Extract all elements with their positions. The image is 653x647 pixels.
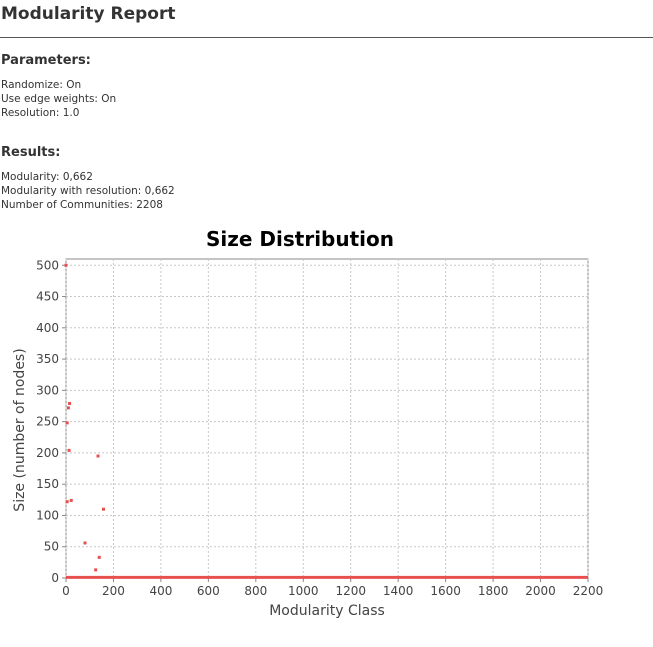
x-axis-ticks: 0 200 400 600 800 1000 1200 1400 1600 1800 2000 220…: [62, 578, 603, 598]
y-tick-label: 200: [36, 446, 59, 460]
x-axis-label: Modularity Class: [269, 603, 385, 619]
y-axis-ticks: 0 50 100 150 200 250 300 350 400 450 500: [36, 258, 66, 585]
plot-area: [65, 258, 589, 579]
data-point: [65, 421, 69, 425]
x-tick-label: 1800: [478, 584, 509, 598]
x-tick-label: 1600: [430, 584, 461, 598]
y-axis-label: Size (number of nodes): [12, 348, 28, 511]
data-point: [83, 541, 87, 545]
title-divider: [0, 37, 653, 38]
x-tick-label: 2200: [573, 584, 604, 598]
data-point: [69, 498, 73, 502]
x-tick-label: 200: [102, 584, 125, 598]
x-tick-label: 0: [62, 584, 70, 598]
data-point: [65, 500, 69, 504]
x-tick-label: 1200: [335, 584, 366, 598]
y-tick-label: 0: [51, 571, 59, 585]
result-modularity: Modularity: 0,662: [1, 171, 93, 183]
x-tick-label: 1000: [288, 584, 319, 598]
chart-title: Size Distribution: [206, 227, 394, 251]
y-tick-label: 500: [36, 258, 59, 272]
data-points: [64, 263, 105, 572]
y-tick-label: 150: [36, 477, 59, 491]
y-tick-label: 450: [36, 290, 59, 304]
y-tick-label: 350: [36, 352, 59, 366]
data-point: [101, 507, 105, 511]
param-edge-weights: Use edge weights: On: [1, 93, 117, 105]
x-tick-label: 400: [149, 584, 172, 598]
x-tick-label: 2000: [525, 584, 556, 598]
data-point: [64, 263, 68, 267]
y-tick-label: 300: [36, 383, 59, 397]
data-point: [96, 454, 100, 458]
x-tick-label: 1400: [383, 584, 414, 598]
result-communities: Number of Communities: 2208: [1, 199, 163, 211]
y-tick-label: 100: [36, 508, 59, 522]
y-tick-label: 250: [36, 415, 59, 429]
x-tick-label: 800: [244, 584, 267, 598]
results-heading: Results:: [1, 145, 61, 160]
data-point: [68, 401, 72, 405]
data-point: [97, 555, 101, 559]
y-tick-label: 50: [44, 540, 59, 554]
report-title: Modularity Report: [1, 4, 176, 24]
size-distribution-chart: Size Distribution 0 200 400 600 800 1000 1200 1…: [12, 227, 603, 619]
result-modularity-resolution: Modularity with resolution: 0,662: [1, 185, 175, 197]
param-randomize: Randomize: On: [1, 79, 82, 91]
grid-lines: [65, 259, 589, 579]
y-tick-label: 400: [36, 321, 59, 335]
x-tick-label: 600: [197, 584, 220, 598]
data-point: [67, 448, 71, 452]
data-point: [66, 406, 70, 410]
param-resolution: Resolution: 1.0: [1, 107, 80, 119]
parameters-heading: Parameters:: [1, 53, 91, 68]
data-point: [94, 568, 98, 572]
